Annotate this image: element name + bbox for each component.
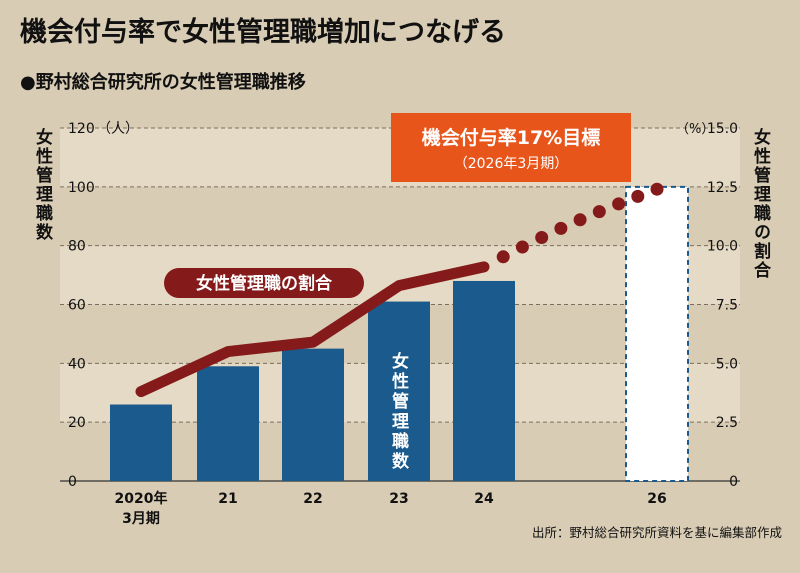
right-tick-label: 10.0 (707, 239, 738, 255)
target-sublabel: （2026年3月期） (454, 156, 569, 172)
right-tick-label: 15.0 (707, 121, 738, 137)
left-tick-label: 40 (68, 356, 86, 372)
x-tick-label: 22 (303, 491, 322, 507)
x-tick-label: 3月期 (122, 511, 160, 527)
right-axis-label: 女性管理職の割合 (750, 127, 771, 280)
ratio-projection-dot (631, 189, 645, 203)
left-axis-label: 女性管理職数 (32, 127, 53, 242)
left-tick-label: 20 (68, 415, 86, 431)
ratio-line (135, 261, 490, 398)
source-note: 出所：野村総合研究所資料を基に編集部作成 (531, 525, 782, 540)
right-tick-label: 7.5 (716, 298, 738, 314)
x-tick-label: 23 (389, 491, 408, 507)
left-tick-label: 0 (68, 474, 77, 490)
right-tick-label: 12.5 (707, 180, 738, 196)
target-label: 機会付与率17%目標 (422, 126, 600, 149)
ratio-projection-dot (535, 231, 549, 244)
ratio-line-label-box (164, 268, 364, 298)
x-tick-label: 21 (218, 491, 237, 507)
ratio-projection-dot (592, 205, 606, 219)
ratio-line-series (135, 182, 664, 398)
ratio-projection-dot (515, 240, 529, 254)
left-tick-label: 100 (68, 180, 95, 196)
ratio-projection-dot (650, 182, 664, 196)
right-tick-label: 0 (729, 474, 738, 490)
target-label-box (391, 113, 631, 182)
right-tick-label: 5.0 (716, 356, 738, 372)
right-axis-unit: （%） (676, 122, 714, 137)
left-axis-ticks: 0 20 40 60 80 100 120 (68, 121, 95, 490)
chart-subtitle: ●野村総合研究所の女性管理職推移 (20, 72, 306, 93)
ratio-line-label-group: 女性管理職の割合 (164, 268, 364, 298)
bar-series-inline-label: 女性管理職数 (388, 351, 409, 472)
ratio-projection-dot (612, 197, 626, 211)
bar (368, 301, 430, 481)
chart-title: 機会付与率で女性管理職増加につなげる (20, 17, 506, 48)
ratio-projection-dot (496, 250, 510, 264)
left-tick-label: 80 (68, 239, 86, 255)
ratio-projection-dot (554, 221, 568, 235)
bar (110, 404, 172, 481)
bar-series-label: 女性管理職数 (388, 351, 409, 472)
right-tick-label: 2.5 (716, 415, 738, 431)
left-axis-unit: （人） (97, 121, 139, 137)
bar (282, 348, 344, 481)
bar (453, 280, 515, 481)
target-label-group: 機会付与率17%目標 （2026年3月期） (391, 113, 631, 182)
ratio-line-label: 女性管理職の割合 (196, 273, 333, 294)
right-axis-ticks: 0 2.5 5.0 7.5 10.0 12.5 15.0 (707, 121, 738, 490)
left-tick-label: 60 (68, 298, 86, 314)
x-axis-ticks: 2020年 3月期 21 22 23 24 26 (115, 490, 667, 527)
x-tick-label: 2020年 (115, 490, 168, 507)
target-bar (625, 185, 689, 482)
target-bar-group (625, 185, 689, 482)
ratio-projection-dot (573, 213, 587, 227)
x-tick-label: 26 (647, 491, 666, 507)
bar-series (110, 280, 515, 481)
left-tick-label: 120 (68, 121, 95, 137)
x-tick-label: 24 (474, 491, 494, 507)
bar (197, 366, 259, 481)
